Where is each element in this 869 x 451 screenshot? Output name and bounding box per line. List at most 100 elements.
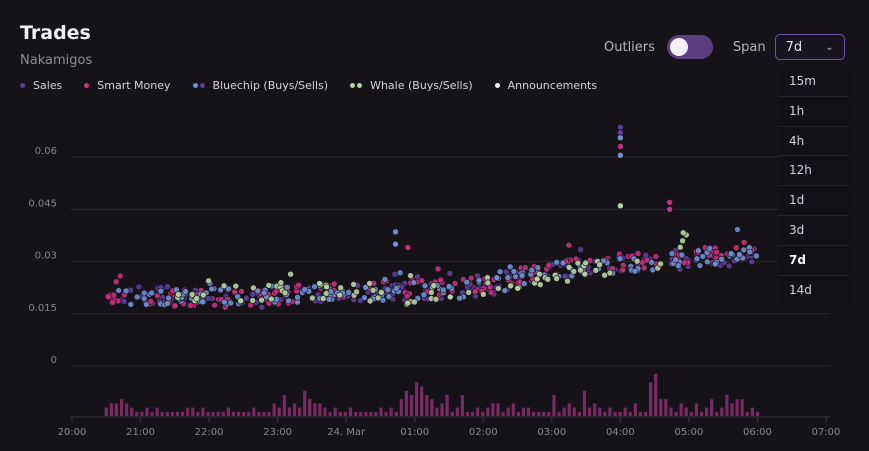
span-option-1d[interactable]: 1d [778,186,849,216]
volume-bar [399,399,403,416]
trade-point [154,292,161,300]
volume-bar [593,403,597,416]
volume-bar [628,411,632,416]
legend-swatch-smart-money [84,83,90,88]
span-option-14d[interactable]: 14d [789,282,812,297]
trade-point [746,248,754,256]
volume-bar [735,399,739,416]
trade-point [693,255,701,263]
volume-bar [125,403,129,416]
span-select[interactable]: 7d ⌄ [774,34,845,60]
trade-point [393,285,400,292]
trade-point [545,261,553,269]
trade-point [437,276,444,284]
trade-point [116,272,124,280]
trade-point [187,301,194,309]
trade-point [277,279,285,286]
volume-bar [460,395,464,416]
trade-point [148,289,156,297]
legend-item-announcements[interactable]: Announcements [494,79,598,92]
volume-bar [654,374,658,416]
trade-point [565,263,573,271]
trade-point [369,286,377,294]
chevron-down-icon: ⌄ [825,41,834,53]
span-option-4h[interactable]: 4h [778,127,849,157]
volume-bar [496,403,500,416]
trade-point [494,285,502,292]
trade-point [672,256,680,264]
volume-bar [201,407,205,416]
legend-item-smart-money[interactable]: Smart Money [84,79,171,92]
volume-bar [715,411,719,416]
volume-bar [582,390,587,416]
volume-bar [521,407,526,416]
volume-bar [415,382,419,416]
span-option-3d[interactable]: 3d [778,216,849,246]
trade-point [420,291,428,299]
trade-point [616,255,624,263]
trade-point [225,285,232,293]
trade-point [440,286,447,294]
volume-bar [231,411,236,416]
volume-bar [384,411,388,416]
trade-point [258,296,265,304]
volume-bar [445,395,449,416]
volume-bar [689,411,693,416]
legend-item-bluechip[interactable]: Bluechip (Buys/Sells) [192,79,328,92]
volume-bar [359,411,363,416]
trade-point [577,266,584,274]
trade-point [316,280,323,287]
legend-item-whale[interactable]: Whale (Buys/Sells) [350,79,473,92]
trade-point [640,264,648,272]
trade-point [534,264,542,271]
volume-bar [516,411,520,416]
volume-bar [389,407,393,416]
trade-point [205,277,212,285]
volume-bar [226,407,230,416]
trade-point [657,260,664,268]
trade-point [736,251,743,258]
span-selected-value: 7d [785,39,803,55]
trade-point [377,288,385,296]
trade-point [301,286,309,293]
legend-label-announcements: Announcements [507,79,598,92]
trade-point [502,268,510,276]
legend-item-sales[interactable]: Sales [20,79,62,92]
trade-point [175,291,182,298]
span-option-7d[interactable]: 7d [778,246,849,276]
trade-point [699,253,707,260]
x-tick-label: 03:00 [537,427,566,438]
volume-bar [710,399,714,416]
trade-point [105,293,112,301]
trade-point [740,239,748,246]
volume-bar [150,411,154,416]
outlier-point [666,206,674,213]
legend-swatch-bluechip-sell [199,83,205,88]
trade-point [267,295,275,303]
volume-bar [323,407,327,416]
trade-point [718,255,725,263]
trade-point [676,243,684,251]
volume-bar [119,399,124,416]
volume-bar [130,407,134,416]
trade-point [384,286,392,294]
span-option-1h[interactable]: 1h [778,97,849,127]
trade-point [510,268,518,275]
trade-point [703,258,711,266]
trade-point [283,283,291,291]
trade-point [232,282,240,290]
trade-point [740,246,748,254]
x-tick-label: 01:00 [400,427,429,438]
x-tick-label: 24. Mar [327,427,366,438]
trade-point [188,291,196,298]
volume-bar [725,395,729,416]
volume-bar [679,403,683,416]
span-option-15m[interactable]: 15m [778,67,849,97]
span-option-12h[interactable]: 12h [778,156,849,187]
trade-point [634,250,642,257]
trade-point [208,285,215,293]
trade-point [133,293,141,301]
volume-bar [649,382,653,416]
outliers-toggle[interactable] [666,35,713,59]
